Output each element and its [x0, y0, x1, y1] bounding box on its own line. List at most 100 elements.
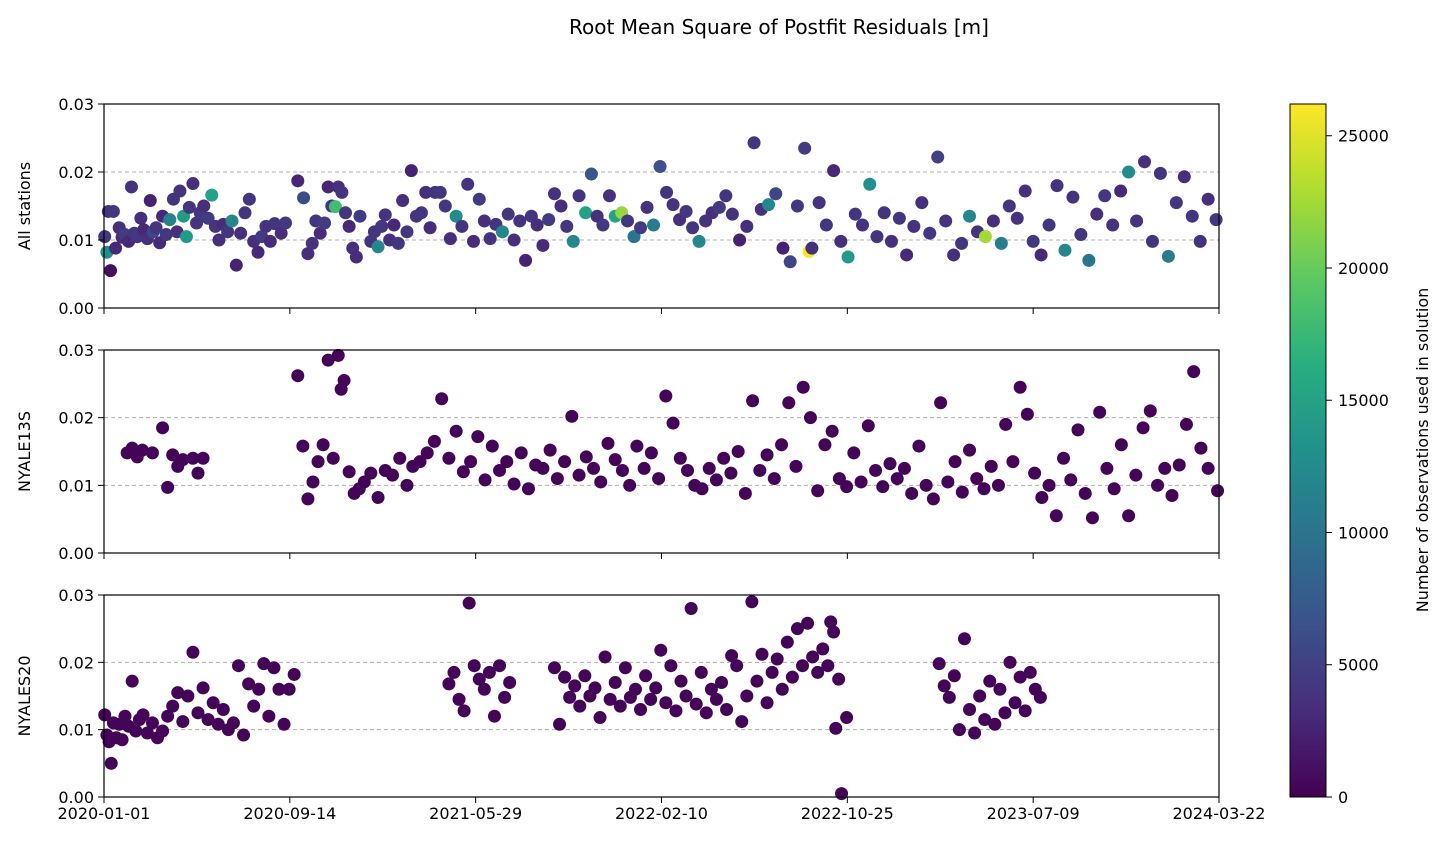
data-point: [863, 177, 877, 191]
data-point: [1136, 421, 1150, 435]
data-point: [449, 424, 463, 438]
data-point: [824, 615, 838, 629]
points: [120, 348, 1225, 525]
data-point: [364, 466, 378, 480]
data-point: [790, 199, 804, 213]
data-point: [725, 649, 739, 663]
data-point: [449, 209, 463, 223]
data-point: [746, 394, 760, 408]
data-point: [500, 455, 514, 469]
data-point: [983, 674, 997, 688]
data-point: [834, 234, 848, 248]
data-point: [988, 717, 1002, 731]
data-point: [783, 255, 797, 269]
data-point: [419, 185, 433, 199]
data-point: [587, 461, 601, 475]
data-point: [653, 160, 667, 174]
data-point: [316, 438, 330, 452]
panel-0: 0.00 0.01 0.02 0.03 All stations: [15, 95, 1223, 318]
data-point: [733, 233, 747, 247]
data-point: [572, 468, 586, 482]
x-tick-label: 2022-10-25: [801, 804, 894, 823]
data-point: [939, 214, 953, 228]
data-point: [1090, 207, 1104, 221]
data-point: [618, 661, 632, 675]
data-point: [841, 250, 855, 264]
data-point: [1049, 509, 1063, 523]
data-point: [503, 676, 517, 690]
data-point: [547, 661, 561, 675]
data-point: [197, 199, 211, 213]
data-point: [717, 451, 731, 465]
colorbar-ticks: 0 5000 10000 15000 20000 25000: [1326, 127, 1389, 807]
data-point: [594, 475, 608, 489]
data-point: [115, 733, 129, 747]
data-point: [550, 472, 564, 486]
data-point: [1010, 211, 1024, 225]
data-point: [1003, 655, 1017, 669]
data-point: [753, 463, 767, 477]
data-point: [472, 192, 486, 206]
data-point: [513, 214, 527, 228]
data-point: [277, 717, 291, 731]
data-point: [443, 232, 457, 246]
data-point: [1158, 461, 1172, 475]
data-point: [702, 461, 716, 475]
y-tick-label: 0.03: [58, 341, 94, 360]
data-point: [689, 697, 703, 711]
data-point: [900, 248, 914, 262]
data-point: [455, 219, 469, 233]
data-point: [457, 704, 471, 718]
data-point: [313, 226, 327, 240]
data-point: [603, 692, 617, 706]
data-point: [673, 451, 687, 465]
data-point: [890, 472, 904, 486]
data-point: [166, 448, 180, 462]
data-point: [1098, 189, 1112, 203]
data-point: [1106, 218, 1120, 232]
data-point: [827, 164, 841, 178]
data-point: [268, 217, 282, 231]
data-point: [1013, 670, 1027, 684]
data-point: [999, 417, 1013, 431]
data-point: [161, 709, 175, 723]
data-point: [471, 430, 485, 444]
data-point: [883, 457, 897, 471]
data-point: [1185, 209, 1199, 223]
data-point: [1201, 461, 1215, 475]
data-point: [659, 696, 673, 710]
data-point: [161, 480, 175, 494]
data-point: [825, 424, 839, 438]
data-point: [464, 455, 478, 469]
data-point: [798, 141, 812, 155]
data-point: [1058, 243, 1072, 257]
data-point: [704, 682, 718, 696]
data-point: [829, 721, 843, 735]
data-point: [674, 674, 688, 688]
data-point: [311, 455, 325, 469]
data-point: [848, 207, 862, 221]
data-point: [560, 219, 574, 233]
data-point: [321, 180, 335, 194]
data-point: [1169, 196, 1183, 210]
data-point: [699, 706, 713, 720]
data-point: [1018, 704, 1032, 718]
data-point: [730, 659, 744, 673]
data-point: [588, 681, 602, 695]
data-point: [654, 643, 668, 657]
data-point: [835, 787, 849, 801]
data-point: [649, 681, 663, 695]
data-point: [349, 250, 363, 264]
data-point: [278, 216, 292, 230]
data-point: [237, 728, 251, 742]
data-point: [206, 696, 220, 710]
data-point: [1194, 441, 1208, 455]
data-point: [712, 200, 726, 214]
data-point: [796, 659, 810, 673]
data-point: [519, 253, 533, 267]
data-point: [166, 699, 180, 713]
data-point: [666, 198, 680, 212]
data-point: [482, 665, 496, 679]
data-point: [613, 699, 627, 713]
